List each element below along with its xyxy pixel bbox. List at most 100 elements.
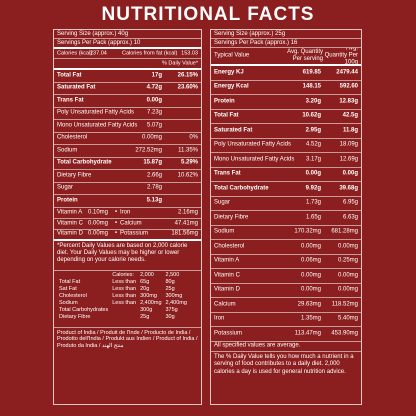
avg-per-100g-header: Avg. Quantity Per 100g — [324, 48, 358, 66]
nutrient-name: Vitamin D — [214, 286, 240, 293]
daily-value-header: % Daily Value* — [54, 59, 201, 70]
nutrient-name: Vitamin C — [214, 272, 240, 279]
calories-header-2500: 2,500 — [165, 271, 180, 278]
nutrient-row: Saturated Fat 2.95g 11.8g — [211, 124, 361, 139]
nutrient-name: Total Fat — [214, 112, 239, 119]
vitamin-a-value: 0.10mg — [88, 209, 109, 215]
calories-row: Calories (kcal) 237.04 Calories from fat… — [54, 49, 201, 59]
ref-condition: Less than — [112, 299, 137, 306]
left-nutrition-panel: Serving Size (approx.) 40g Servings Per … — [53, 29, 202, 405]
nutrient-name: Protein — [57, 197, 78, 204]
ref-condition: Less than — [112, 292, 137, 299]
vitamin-a-value: 0.00mg — [88, 230, 109, 237]
daily-value-ref-row: Sodium Less than 2,400mg 2,400mg — [57, 300, 189, 307]
per-100g-value: 681.28mg — [331, 228, 358, 235]
nutrient-name: Dietary Fibre — [57, 172, 92, 179]
vitamin-a-name: Vitamin A — [57, 209, 83, 215]
nutrient-name: Poly Unsaturated Fatty Acids — [214, 141, 292, 148]
nutrient-row: Total Carbohydrate 9.92g 39.68g — [211, 182, 361, 197]
nutrient-row: Sodium 170.32mg 681.28mg — [211, 226, 361, 240]
nutrient-row: Poly Unsaturated Fatty Acids 4.52g 18.09g — [211, 139, 361, 153]
vitamin-b-name: Calcium — [120, 220, 142, 226]
nutrient-amount: 5.07g — [146, 122, 162, 129]
vitamin-b-value: 181.56mg — [171, 230, 198, 237]
ref-condition — [110, 314, 138, 321]
right-nutrition-panel: Serving Size (approx.) 25g Servings Per … — [210, 29, 362, 405]
per-100g-value: 592.60 — [339, 83, 358, 90]
ref-condition: Less than — [112, 278, 137, 285]
nutrient-amount: 5.13g — [146, 197, 162, 204]
per-100g-value: 0.25mg — [337, 257, 358, 264]
nutrient-amount: 7.23g — [146, 109, 162, 116]
nutrient-daily-value: 5.29% — [180, 159, 198, 166]
nutrient-name: Sodium — [214, 228, 235, 235]
daily-value-ref-row: Dietary Fibre 25g 30g — [57, 314, 189, 321]
footnote: *Percent Daily Values are based on 2,000… — [54, 241, 201, 271]
ref-value-2500: 2,400mg — [165, 299, 187, 306]
nutrient-name: Dietary Fibre — [214, 214, 249, 221]
nutrient-row: Trans Fat 0.00g — [54, 95, 201, 108]
nutrient-name: Energy Kcal — [214, 83, 249, 90]
vitamin-b-name: Iron — [120, 209, 131, 215]
daily-values-table: Calories: 2,000 2,500 Total Fat Less than… — [57, 272, 189, 321]
nutrient-amount: 0.00mg — [141, 134, 162, 141]
nutrient-daily-value: 23.60% — [177, 84, 198, 91]
nutrient-name: Mono Unsaturated Fatty Acids — [214, 156, 295, 163]
per-serving-value: 0.00g — [305, 170, 321, 177]
vitamin-a-name: Vitamin C — [57, 220, 83, 226]
ref-nutrient-name: Total Fat — [59, 278, 81, 285]
vitamin-a-value: 0.00mg — [88, 220, 109, 226]
vitamin-a-name: Vitamin D — [57, 230, 83, 237]
nutrient-name: Iron — [214, 315, 225, 322]
typical-value-label: Typical Value — [214, 52, 250, 59]
nutrient-row: Dietary Fibre 1.65g 6.63g — [211, 211, 361, 226]
per-serving-value: 0.06mg — [300, 257, 321, 264]
per-serving-value: 170.32mg — [294, 228, 321, 235]
nutrient-amount: 17g — [151, 72, 162, 79]
per-serving-value: 1.65g — [305, 214, 321, 221]
nutrient-row: Iron 1.35mg 5.40mg — [211, 313, 361, 327]
vitamin-row: Vitamin A 0.10mg • Iron 2.16mg — [54, 208, 201, 219]
per-100g-value: 11.8g — [342, 127, 358, 134]
nutrient-row: Mono Unsaturated Fatty Acids 3.17g 12.69g — [211, 153, 361, 168]
nutrient-row: Calcium 29.63mg 118.52mg — [211, 298, 361, 313]
bullet-separator: • — [115, 209, 118, 215]
nutrient-daily-value: 26.15% — [177, 72, 198, 79]
nutrient-row: Total Fat 17g 26.15% — [54, 70, 201, 83]
nutrient-name: Calcium — [214, 301, 236, 308]
nutrient-name: Cholesterol — [214, 243, 245, 250]
ref-value-2000: 300mg — [140, 292, 157, 299]
ref-nutrient-name: Dietary Fibre — [59, 313, 91, 320]
per-serving-value: 0.00mg — [300, 243, 321, 250]
nutrient-row: Potassium 113.47mg 453.90mg — [211, 327, 361, 342]
nutrient-name: Mono Unsaturated Fatty Acids — [57, 122, 138, 129]
bullet-separator: • — [115, 230, 118, 237]
nutrient-row: Total Fat 10.62g 42.5g — [211, 110, 361, 124]
per-serving-value: 10.62g — [302, 112, 321, 119]
nutrient-row: Energy Kcal 148.15 592.60 — [211, 81, 361, 95]
ref-value-2500: 25g — [165, 285, 175, 292]
ref-value-2000: 25g — [140, 313, 150, 320]
nutrient-daily-value: 0% — [189, 134, 198, 141]
calories-header-2000: 2,000 — [140, 271, 154, 278]
ref-condition: Less than — [112, 285, 137, 292]
nutrient-row: Sodium 272.52mg 11.35% — [54, 145, 201, 158]
nutrient-amount: 0.00g — [146, 97, 162, 104]
ref-value-2500: 30g — [165, 313, 175, 320]
specified-note-row: All specified values are average. — [211, 342, 361, 352]
nutrient-amount: 15.87g — [143, 159, 162, 166]
per-serving-value: 29.63mg — [297, 301, 321, 308]
nutrient-name: Sodium — [57, 147, 78, 154]
servings-per-pack-right: Servings Per Pack (approx.) 16 — [211, 39, 361, 48]
per-serving-value: 2.95g — [305, 127, 321, 134]
nutrient-row: Energy KJ 619.85 2479.44 — [211, 66, 361, 81]
per-100g-value: 0.00g — [342, 170, 358, 177]
per-serving-value: 0.00mg — [300, 286, 321, 293]
per-serving-value: 148.15 — [302, 83, 321, 90]
nutrient-row: Cholesterol 0.00mg 0% — [54, 133, 201, 145]
calories-value: 237.04 — [90, 50, 107, 56]
per-serving-value: 4.52g — [305, 141, 321, 148]
left-nutrient-rows: Total Fat 17g 26.15% Saturated Fat 4.72g 23.6… — [54, 70, 201, 208]
nutrient-row: Cholesterol 0.00mg 0.00mg — [211, 240, 361, 255]
per-100g-value: 5.40mg — [337, 315, 358, 322]
